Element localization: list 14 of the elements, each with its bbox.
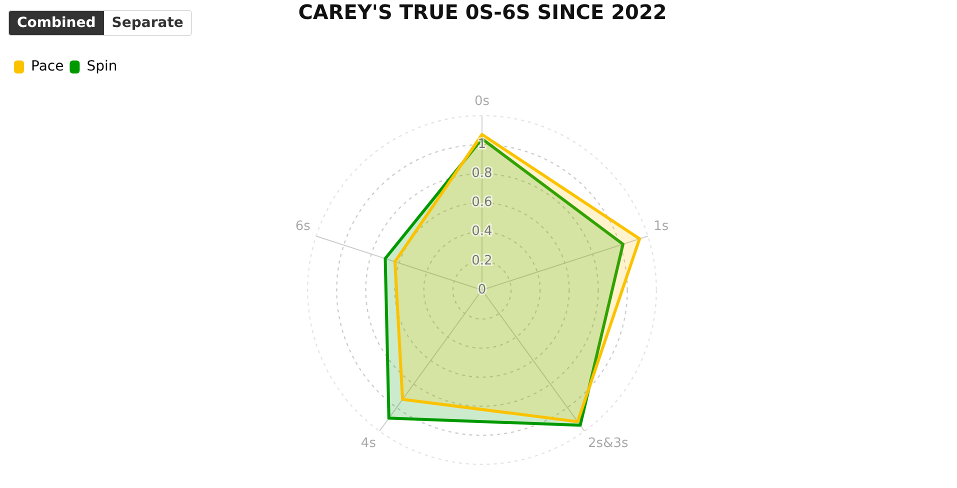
y-tick-label: 0.6: [472, 195, 492, 210]
legend-label: Spin: [86, 58, 118, 75]
spoke-label: 6s: [295, 218, 311, 234]
chart-title: CAREY'S TRUE 0S-6S SINCE 2022: [298, 0, 667, 24]
y-tick-label: 0.8: [472, 166, 492, 182]
y-tick-label: 0.4: [472, 224, 492, 240]
legend-label: Pace: [31, 58, 64, 75]
spoke-label: 2s&3s: [588, 436, 628, 452]
spoke-label: 4s: [360, 436, 376, 452]
y-tick-label: 0.2: [472, 253, 492, 268]
spoke-label: 0s: [474, 94, 490, 110]
spoke-label: 1s: [654, 218, 669, 234]
view-toggle: Combined Separate: [8, 10, 192, 36]
y-tick-label: 0: [478, 282, 486, 298]
